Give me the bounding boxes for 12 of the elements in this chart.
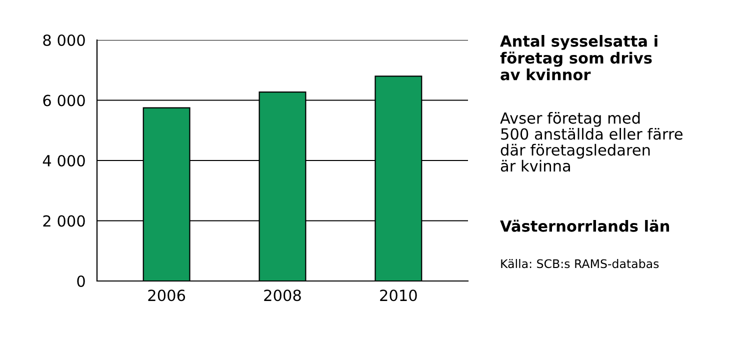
y-tick-label: 8 000 [43,34,85,46]
x-tick-label: 2008 [264,290,301,302]
text: Avser företag med 500 anställda eller färre där företagsledaren är kvinna [500,112,682,172]
y-tick-label: 6 000 [43,94,85,106]
y-tick-label: 4 000 [42,154,85,167]
y-tick-label: 0 [77,275,85,288]
text: Antal sysselsatta i företag som drivs av kvinnor [500,35,658,80]
text: Västernorrlands län [500,220,670,232]
x-tick-label: 2010 [380,290,417,302]
text: Källa: SCB:s RAMS-databas [501,259,659,268]
x-tick-label: 2006 [148,290,186,302]
y-tick-label: 2 000 [43,215,85,227]
